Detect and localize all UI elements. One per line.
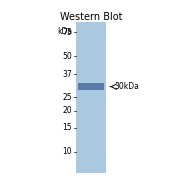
Text: Western Blot: Western Blot	[60, 12, 122, 22]
Bar	[78, 83, 104, 90]
Text: 20: 20	[62, 106, 72, 115]
Text: 37: 37	[62, 70, 72, 79]
Text: 25: 25	[62, 93, 72, 102]
Text: 30kDa: 30kDa	[114, 82, 139, 91]
Text: 75: 75	[62, 28, 72, 37]
Bar	[76, 22, 106, 173]
Text: kDa: kDa	[57, 27, 72, 36]
Text: 15: 15	[62, 123, 72, 132]
Text: 10: 10	[62, 147, 72, 156]
Text: 50: 50	[62, 52, 72, 61]
